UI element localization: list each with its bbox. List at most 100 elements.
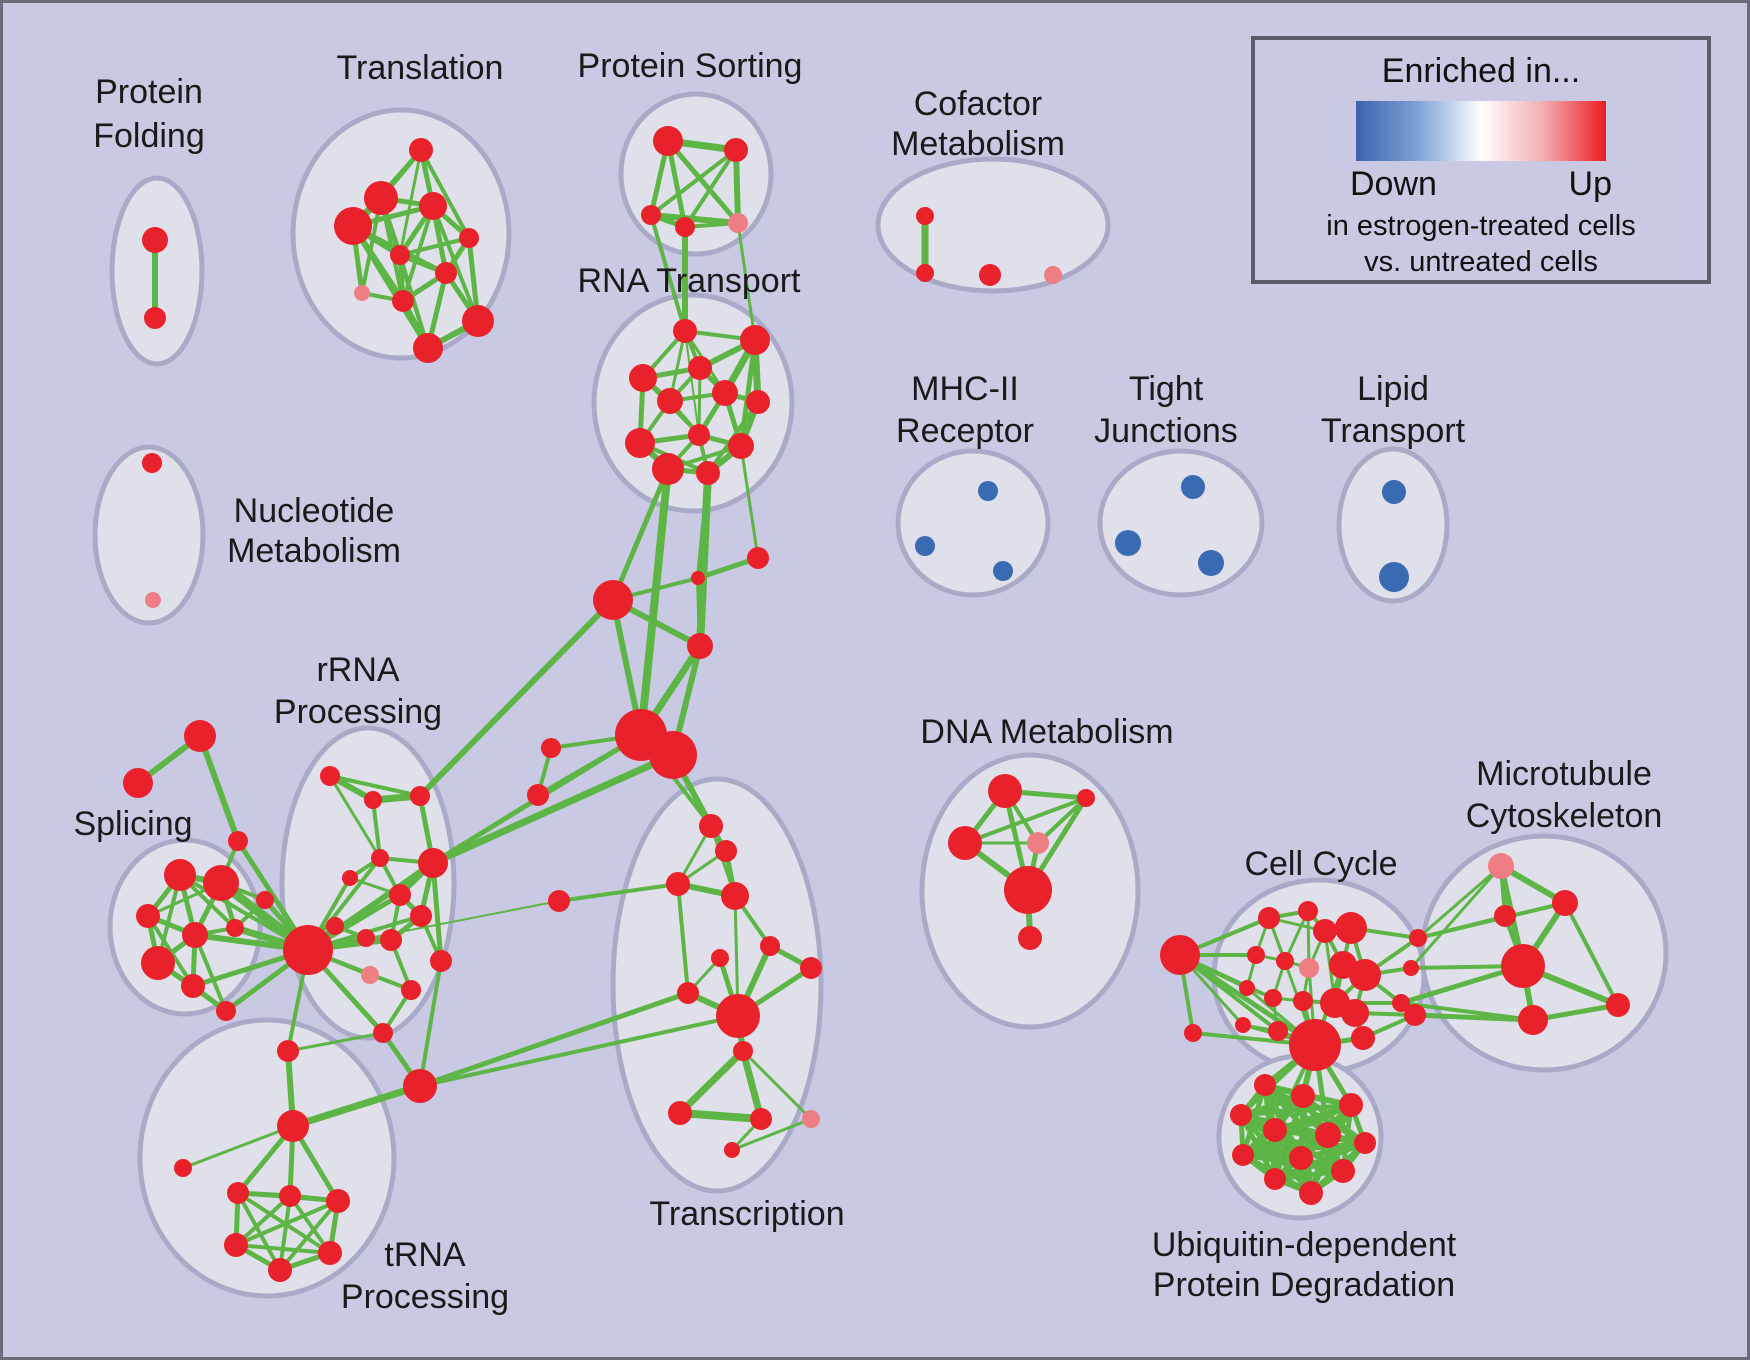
node-cc1 xyxy=(1298,901,1318,921)
node-ps3 xyxy=(675,217,695,237)
node-nm1 xyxy=(145,592,161,608)
node-cc16 xyxy=(1351,1026,1375,1050)
cluster-ellipse xyxy=(1419,833,1669,1073)
node-rr2 xyxy=(410,786,430,806)
node-ub1 xyxy=(1291,1084,1315,1108)
cluster-label-lipid-transport: Transport xyxy=(1321,412,1466,450)
node-rt3 xyxy=(629,364,657,392)
edge xyxy=(558,882,679,903)
node-tc12 xyxy=(802,1110,820,1128)
node-mt3 xyxy=(1518,1005,1548,1035)
cluster-label-protein-folding: Folding xyxy=(93,117,205,155)
node-ub10 xyxy=(1331,1159,1355,1183)
node-cc15 xyxy=(1268,1021,1288,1041)
node-mh2 xyxy=(993,561,1013,581)
node-dm0 xyxy=(988,774,1022,808)
node-rt4 xyxy=(657,388,683,414)
edge xyxy=(1417,864,1502,940)
edge xyxy=(736,222,757,341)
node-cf1 xyxy=(916,264,934,282)
legend-box: Enriched in... Down Up in estrogen-treat… xyxy=(1251,36,1711,284)
node-br0 xyxy=(1409,929,1427,947)
node-rr8 xyxy=(326,917,344,935)
node-rr9 xyxy=(357,929,375,947)
node-rt9 xyxy=(728,433,754,459)
cluster-ellipse xyxy=(895,448,1051,598)
node-tj0 xyxy=(1181,475,1205,499)
node-tc8 xyxy=(800,957,822,979)
edge xyxy=(1178,953,1280,1033)
edge xyxy=(733,149,741,224)
cluster-label-rna-transport: RNA Transport xyxy=(578,262,802,300)
node-mt0 xyxy=(1488,853,1514,879)
node-pf0 xyxy=(142,227,168,253)
node-sp6 xyxy=(181,974,205,998)
edge xyxy=(739,1050,765,1120)
node-rr10 xyxy=(380,929,402,951)
node-t7 xyxy=(354,285,370,301)
node-cc8 xyxy=(1349,959,1381,991)
edge xyxy=(637,468,672,736)
node-tc13 xyxy=(724,1142,740,1158)
node-sp1 xyxy=(203,865,239,901)
node-tn3 xyxy=(326,1189,350,1213)
node-rt10 xyxy=(652,453,684,485)
node-tc10 xyxy=(750,1108,772,1130)
legend-down-label: Down xyxy=(1350,165,1437,203)
node-cc17 xyxy=(1184,1024,1202,1042)
cluster-label-mhc-ii-receptor: MHC-II xyxy=(911,370,1019,408)
legend-caption-line2: vs. untreated cells xyxy=(1364,246,1598,278)
node-mth xyxy=(1501,944,1545,988)
node-t10 xyxy=(413,333,443,363)
node-ub4 xyxy=(1263,1118,1287,1142)
cluster-label-cofactor-metabolism: Metabolism xyxy=(891,125,1065,163)
node-rr15 xyxy=(277,1040,299,1062)
cluster-label-lipid-transport: Lipid xyxy=(1357,370,1429,408)
node-tc1 xyxy=(715,840,737,862)
edge xyxy=(419,149,471,239)
edge xyxy=(741,1049,813,1121)
node-br2 xyxy=(1392,994,1410,1012)
node-cc10 xyxy=(1264,989,1282,1007)
cluster-ellipse xyxy=(610,776,824,1194)
node-t8 xyxy=(392,290,414,312)
cluster-ellipse xyxy=(875,156,1111,294)
edge xyxy=(234,1194,292,1247)
node-rrh xyxy=(283,925,333,975)
node-rr1 xyxy=(364,791,382,809)
node-rt8 xyxy=(688,424,710,446)
edge xyxy=(964,796,1087,845)
edge xyxy=(696,472,710,579)
edge xyxy=(676,883,690,994)
node-tc5 xyxy=(677,982,699,1004)
node-dm1 xyxy=(1077,789,1095,807)
node-lp0 xyxy=(1382,480,1406,504)
node-tn4 xyxy=(224,1233,248,1257)
node-tj2 xyxy=(1198,550,1224,576)
cluster-label-tight-junctions: Junctions xyxy=(1094,412,1238,450)
node-mt2 xyxy=(1494,905,1516,927)
edge xyxy=(235,1199,339,1247)
cluster-label-tight-junctions: Tight xyxy=(1129,370,1204,408)
node-j8 xyxy=(548,890,570,912)
cluster-label-trna-processing: Processing xyxy=(341,1278,509,1316)
node-t0 xyxy=(409,138,433,162)
node-j2 xyxy=(593,580,633,620)
cluster-label-nucleotide-metabolism: Metabolism xyxy=(227,532,401,570)
cluster-label-translation: Translation xyxy=(337,49,504,87)
edge xyxy=(731,1117,812,1152)
cluster-label-splicing: Splicing xyxy=(73,805,192,843)
node-rr0 xyxy=(320,766,340,786)
node-mt1 xyxy=(1552,890,1578,916)
node-t1 xyxy=(364,181,398,215)
edge xyxy=(235,1243,331,1255)
edge xyxy=(278,1199,340,1272)
node-ub3 xyxy=(1230,1104,1252,1126)
node-tc2 xyxy=(666,872,690,896)
cluster-ellipse xyxy=(1097,448,1265,598)
edge xyxy=(649,148,738,217)
edge xyxy=(418,960,443,1087)
edge xyxy=(1409,865,1503,969)
node-rt5 xyxy=(712,380,738,406)
node-rr7 xyxy=(410,905,432,927)
